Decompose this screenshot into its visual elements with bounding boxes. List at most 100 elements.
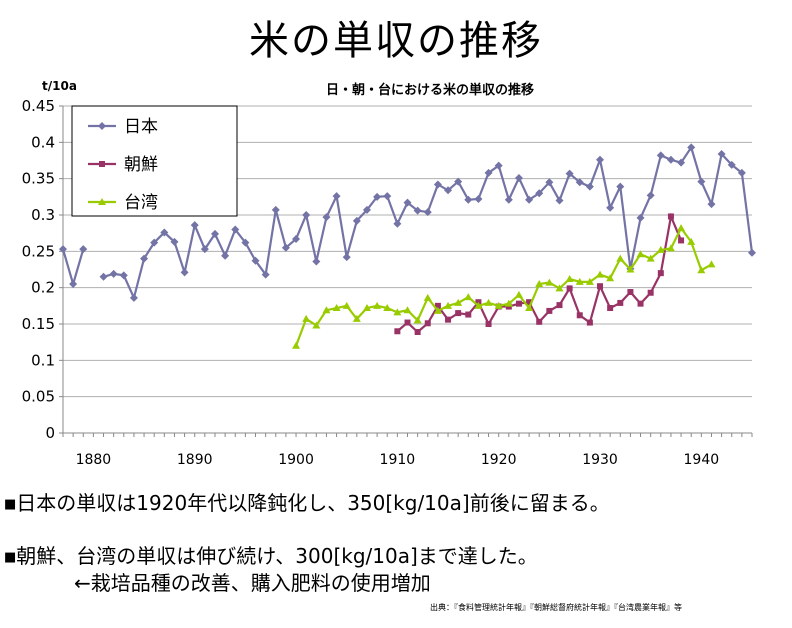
data-point	[494, 161, 503, 170]
data-point	[251, 256, 260, 265]
x-tick-label: 1880	[76, 452, 112, 468]
series-line	[295, 225, 713, 347]
y-tick-label: 0.1	[31, 351, 55, 369]
series-朝鮮	[394, 212, 685, 335]
data-point	[586, 319, 593, 326]
data-point	[656, 245, 665, 253]
x-tick-label: 1930	[582, 452, 618, 468]
data-point	[413, 316, 422, 324]
series-line	[61, 248, 85, 288]
data-point	[221, 251, 230, 260]
data-point	[231, 225, 240, 234]
data-point	[454, 298, 463, 306]
data-point	[342, 253, 351, 262]
data-point	[322, 306, 331, 314]
data-point	[109, 269, 118, 278]
data-point	[403, 306, 412, 314]
data-point	[504, 195, 513, 204]
y-tick-label: 0.3	[31, 206, 55, 224]
data-point	[657, 270, 664, 277]
data-point	[606, 274, 615, 282]
data-point	[292, 234, 301, 243]
data-point	[646, 191, 655, 200]
data-point	[140, 254, 149, 263]
series-line	[396, 212, 683, 334]
data-point	[597, 283, 604, 290]
data-point	[627, 289, 634, 296]
y-axis-unit-label: t/10a	[42, 79, 77, 93]
data-point	[585, 182, 594, 191]
data-point	[393, 308, 402, 316]
data-point	[536, 318, 543, 325]
data-point	[79, 245, 88, 254]
data-point	[545, 178, 554, 187]
y-tick-label: 0.4	[31, 133, 55, 151]
y-tick-label: 0.15	[22, 315, 55, 333]
legend-label: 台湾	[124, 193, 158, 213]
data-point	[585, 277, 594, 285]
data-point	[606, 203, 615, 212]
y-tick-label: 0.05	[22, 388, 55, 406]
data-point	[373, 301, 382, 309]
data-point	[484, 168, 493, 177]
page-title: 米の単収の推移	[249, 18, 543, 64]
data-point	[99, 272, 108, 281]
data-point	[575, 178, 584, 187]
data-point	[727, 160, 736, 169]
data-point	[526, 299, 533, 306]
data-point	[626, 265, 635, 273]
y-tick-label: 0.2	[31, 279, 55, 297]
bullet-item-korea-taiwan: ■朝鮮、台湾の単収は伸び続け、300[kg/10a]まで達した。	[4, 540, 538, 569]
data-point	[647, 289, 654, 296]
data-point	[180, 268, 189, 277]
data-point	[607, 305, 614, 312]
bullet-sub-note: ←栽培品種の改善、購入肥料の使用増加	[74, 571, 431, 595]
series-group	[59, 143, 756, 349]
data-point	[362, 205, 371, 214]
data-point	[190, 221, 199, 230]
y-tick-label: 0.35	[22, 170, 55, 188]
data-point	[394, 328, 401, 335]
bullet-text: 朝鮮、台湾の単収は伸び続け、300[kg/10a]まで達した。	[16, 544, 538, 568]
data-point	[504, 299, 513, 307]
data-point	[737, 168, 746, 177]
x-tick-label: 1940	[684, 452, 720, 468]
data-point	[474, 195, 483, 204]
data-point	[748, 248, 756, 257]
data-point	[445, 316, 452, 323]
data-point	[302, 314, 311, 322]
x-tick-label: 1920	[481, 452, 517, 468]
data-point	[707, 260, 716, 268]
chart-title: 日・朝・台における米の単収の推移	[325, 83, 534, 98]
data-point	[352, 216, 361, 225]
legend-label: 朝鮮	[124, 155, 158, 175]
data-point	[465, 311, 472, 318]
data-point	[413, 206, 422, 215]
data-point	[433, 306, 442, 314]
data-point	[515, 300, 522, 307]
bullet-item-japan: ■日本の単収は1920年代以降鈍化し、350[kg/10a]前後に留まる。	[4, 487, 610, 516]
data-point	[332, 192, 341, 201]
data-point	[535, 189, 544, 198]
legend-label: 日本	[124, 117, 158, 137]
data-point	[546, 307, 553, 314]
data-point	[636, 250, 645, 258]
data-point	[373, 192, 382, 201]
data-point	[322, 213, 331, 222]
data-point	[160, 228, 169, 237]
data-point	[617, 299, 624, 306]
data-point	[687, 237, 696, 245]
data-point	[666, 155, 675, 164]
x-tick-label: 1910	[380, 452, 416, 468]
data-point	[383, 304, 392, 312]
data-point	[596, 270, 605, 278]
data-point	[666, 244, 675, 252]
data-point	[444, 301, 453, 309]
x-tick-label: 1900	[278, 452, 314, 468]
data-point	[565, 169, 574, 178]
data-point	[566, 285, 573, 292]
data-point	[484, 298, 493, 306]
data-point	[362, 304, 371, 312]
data-point	[200, 245, 209, 254]
